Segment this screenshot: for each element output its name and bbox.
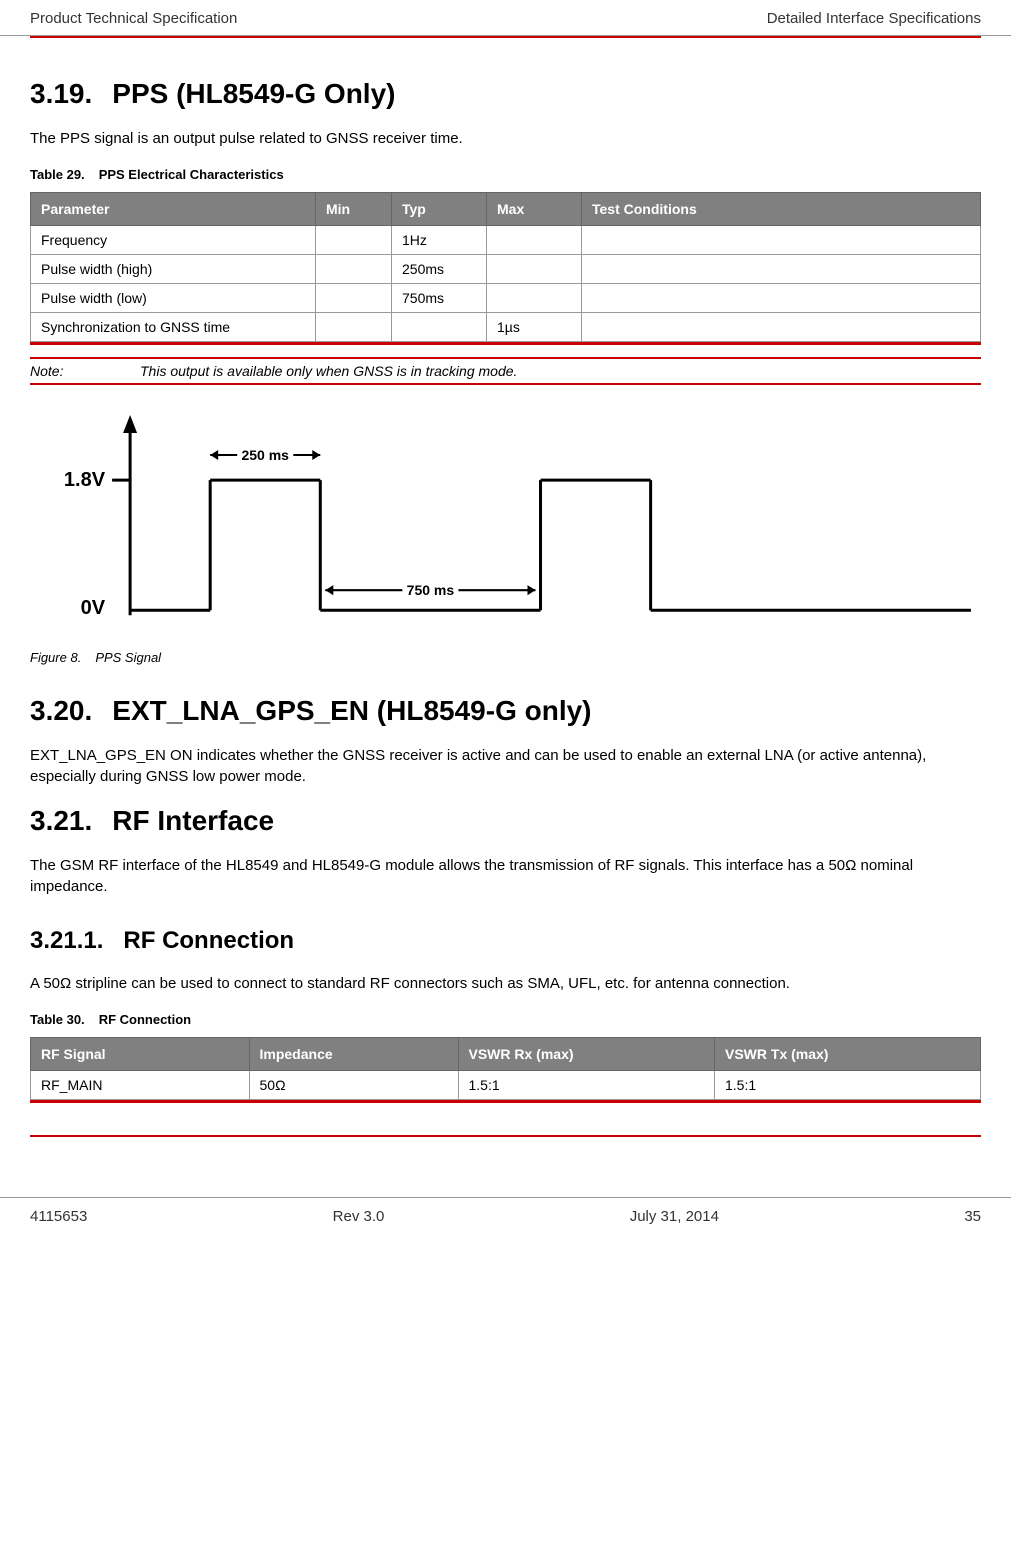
table29: Parameter Min Typ Max Test Conditions Fr…: [30, 192, 981, 342]
table29-caption: Table 29. PPS Electrical Characteristics: [30, 167, 981, 182]
section-title: RF Interface: [112, 805, 274, 836]
svg-text:250 ms: 250 ms: [241, 447, 289, 463]
svg-text:750 ms: 750 ms: [407, 582, 455, 598]
th: RF Signal: [31, 1038, 250, 1071]
figure8-container: 1.8V 0V 250 ms 750 ms: [30, 405, 981, 640]
table-header-row: Parameter Min Typ Max Test Conditions: [31, 193, 981, 226]
svg-text:0V: 0V: [81, 597, 106, 619]
th: Test Conditions: [582, 193, 981, 226]
table-cell: 50Ω: [249, 1071, 458, 1100]
section-number: 3.20.: [30, 695, 92, 727]
page-content: 3.19. PPS (HL8549-G Only) The PPS signal …: [0, 40, 1011, 1135]
page-header: Product Technical Specification Detailed…: [0, 0, 1011, 36]
table-bottom-red-line: [30, 342, 981, 345]
th: Typ: [392, 193, 487, 226]
table-cell: 1µs: [487, 313, 582, 342]
table-cell: [582, 284, 981, 313]
table-cell: [582, 226, 981, 255]
section-title: PPS (HL8549-G Only): [112, 78, 395, 109]
section-number: 3.21.: [30, 805, 92, 837]
note-row: Note:This output is available only when …: [30, 357, 981, 385]
section-3-19-heading: 3.19. PPS (HL8549-G Only): [30, 78, 981, 110]
header-left: Product Technical Specification: [30, 10, 237, 27]
table-cell: [316, 226, 392, 255]
table-cell: [316, 255, 392, 284]
table-cell: RF_MAIN: [31, 1071, 250, 1100]
table-cell: 1.5:1: [715, 1071, 981, 1100]
figure-number: Figure 8.: [30, 650, 81, 665]
table-row: Pulse width (low) 750ms: [31, 284, 981, 313]
section-title: RF Connection: [123, 927, 294, 954]
section-number: 3.21.1.: [30, 927, 103, 955]
footer-date: July 31, 2014: [630, 1208, 719, 1225]
page-footer: 4115653 Rev 3.0 July 31, 2014 35: [0, 1197, 1011, 1235]
table-caption-text: RF Connection: [99, 1012, 191, 1027]
table-number: Table 29.: [30, 167, 85, 182]
table-cell: [316, 284, 392, 313]
footer-revision: Rev 3.0: [333, 1208, 385, 1225]
table-cell: 250ms: [392, 255, 487, 284]
note-label: Note:: [30, 363, 140, 379]
table-cell: [487, 255, 582, 284]
th: VSWR Rx (max): [458, 1038, 715, 1071]
th: Max: [487, 193, 582, 226]
th: VSWR Tx (max): [715, 1038, 981, 1071]
footer-doc-number: 4115653: [30, 1208, 87, 1225]
table-cell: [392, 313, 487, 342]
section-3-20-heading: 3.20. EXT_LNA_GPS_EN (HL8549-G only): [30, 695, 981, 727]
header-right: Detailed Interface Specifications: [767, 10, 981, 27]
svg-text:1.8V: 1.8V: [64, 469, 106, 491]
th: Parameter: [31, 193, 316, 226]
table-cell: Synchronization to GNSS time: [31, 313, 316, 342]
pps-signal-diagram: 1.8V 0V 250 ms 750 ms: [30, 405, 981, 635]
table-cell: 1.5:1: [458, 1071, 715, 1100]
note-text: This output is available only when GNSS …: [140, 363, 517, 379]
table-caption-text: PPS Electrical Characteristics: [99, 167, 284, 182]
footer-page-number: 35: [964, 1208, 981, 1225]
section-3-19-intro: The PPS signal is an output pulse relate…: [30, 128, 981, 149]
table-row: Pulse width (high) 250ms: [31, 255, 981, 284]
table30: RF Signal Impedance VSWR Rx (max) VSWR T…: [30, 1037, 981, 1100]
th: Impedance: [249, 1038, 458, 1071]
section-3-21-body: The GSM RF interface of the HL8549 and H…: [30, 855, 981, 897]
section-3-21-1-heading: 3.21.1. RF Connection: [30, 927, 981, 955]
th: Min: [316, 193, 392, 226]
table-cell: [316, 313, 392, 342]
section-3-20-body: EXT_LNA_GPS_EN ON indicates whether the …: [30, 745, 981, 787]
table-header-row: RF Signal Impedance VSWR Rx (max) VSWR T…: [31, 1038, 981, 1071]
table-cell: Pulse width (low): [31, 284, 316, 313]
table-cell: [582, 313, 981, 342]
table-cell: [487, 226, 582, 255]
table-row: Synchronization to GNSS time 1µs: [31, 313, 981, 342]
section-title: EXT_LNA_GPS_EN (HL8549-G only): [112, 695, 591, 726]
table-cell: [582, 255, 981, 284]
table-row: RF_MAIN50Ω1.5:11.5:1: [31, 1071, 981, 1100]
table-row: Frequency 1Hz: [31, 226, 981, 255]
table30-caption: Table 30. RF Connection: [30, 1012, 981, 1027]
header-red-line: [30, 36, 981, 38]
table-cell: Pulse width (high): [31, 255, 316, 284]
table-cell: 1Hz: [392, 226, 487, 255]
table-cell: [487, 284, 582, 313]
table-cell: 750ms: [392, 284, 487, 313]
section-3-21-1-body: A 50Ω stripline can be used to connect t…: [30, 973, 981, 994]
table-cell: Frequency: [31, 226, 316, 255]
footer-red-line: [30, 1135, 981, 1137]
figure8-caption: Figure 8. PPS Signal: [30, 650, 981, 665]
figure-caption-text: PPS Signal: [95, 650, 161, 665]
section-3-21-heading: 3.21. RF Interface: [30, 805, 981, 837]
table-bottom-red-line: [30, 1100, 981, 1103]
section-number: 3.19.: [30, 78, 92, 110]
table-number: Table 30.: [30, 1012, 85, 1027]
